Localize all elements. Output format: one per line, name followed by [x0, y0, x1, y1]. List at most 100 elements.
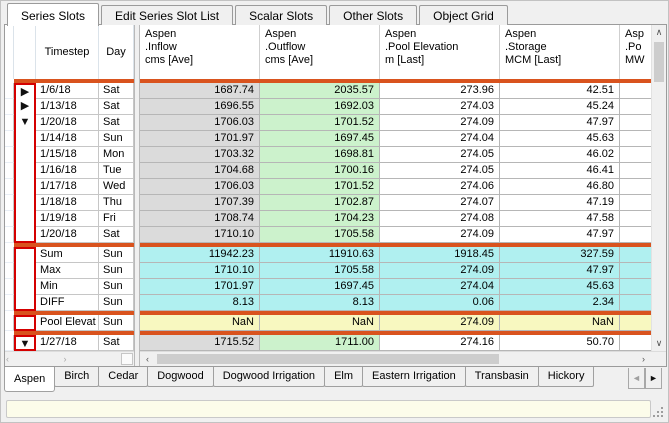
cell-value[interactable]: 45.24	[500, 99, 620, 115]
vertical-scrollbar[interactable]: ∧ ∨	[651, 25, 666, 351]
cell-day[interactable]: Sat	[99, 335, 134, 351]
object-tab-eastern-irrigation[interactable]: Eastern Irrigation	[362, 367, 466, 387]
cell-value[interactable]: 1697.45	[260, 131, 380, 147]
cell-day[interactable]: Sun	[99, 315, 134, 331]
cell-value[interactable]: 47.97	[500, 115, 620, 131]
cell-value[interactable]: 1702.87	[260, 195, 380, 211]
cell-value[interactable]: 274.09	[380, 315, 500, 331]
cell-value[interactable]: 46.80	[500, 179, 620, 195]
resize-grip-icon[interactable]	[653, 407, 663, 417]
cell-value[interactable]: 0.06	[380, 295, 500, 311]
cell-value[interactable]: 274.16	[380, 335, 500, 351]
cell-day[interactable]: Sat	[99, 227, 134, 243]
scroll-left-icon[interactable]: ‹	[140, 352, 155, 366]
cell-value[interactable]: 1711.00	[260, 335, 380, 351]
cell-day[interactable]: Sat	[99, 99, 134, 115]
object-tab-cedar[interactable]: Cedar	[98, 367, 148, 387]
cell-value[interactable]: 274.08	[380, 211, 500, 227]
cell-value[interactable]: 47.97	[500, 227, 620, 243]
vscroll-thumb[interactable]	[654, 42, 664, 82]
cell-value[interactable]: 50.70	[500, 335, 620, 351]
cell-value[interactable]: NaN	[260, 315, 380, 331]
cell-value[interactable]: 1704.23	[260, 211, 380, 227]
cell-value[interactable]: 274.06	[380, 179, 500, 195]
cell-value[interactable]: 274.09	[380, 263, 500, 279]
cell-day[interactable]: Thu	[99, 195, 134, 211]
cell-timestep[interactable]: Sum	[36, 247, 99, 263]
cell-value[interactable]: 1701.52	[260, 179, 380, 195]
cell-value[interactable]: 274.03	[380, 99, 500, 115]
tab-scalar-slots[interactable]: Scalar Slots	[235, 5, 327, 25]
cell-value[interactable]: 47.19	[500, 195, 620, 211]
column-header[interactable]: Aspen .Storage MCM [Last]	[500, 25, 620, 79]
cell-value[interactable]: 11942.23	[140, 247, 260, 263]
cell-value[interactable]: 1701.97	[140, 279, 260, 295]
scroll-right-icon[interactable]: ›	[64, 352, 67, 367]
row-expander-icon[interactable]: ▼	[14, 335, 36, 351]
cell-value[interactable]: 1703.32	[140, 147, 260, 163]
tab-object-grid[interactable]: Object Grid	[419, 5, 508, 25]
cell-value[interactable]: 1715.52	[140, 335, 260, 351]
cell-value[interactable]: 1705.58	[260, 227, 380, 243]
object-tab-transbasin[interactable]: Transbasin	[465, 367, 539, 387]
cell-timestep[interactable]: 1/13/18	[36, 99, 99, 115]
cell-timestep[interactable]: 1/15/18	[36, 147, 99, 163]
cell-value[interactable]: 1701.52	[260, 115, 380, 131]
cell-value[interactable]: 2035.57	[260, 83, 380, 99]
cell-value[interactable]: 1707.39	[140, 195, 260, 211]
hscroll-thumb[interactable]	[157, 354, 499, 364]
cell-value[interactable]: 1710.10	[140, 263, 260, 279]
cell-value[interactable]: 274.04	[380, 279, 500, 295]
column-header[interactable]: Aspen .Pool Elevation m [Last]	[380, 25, 500, 79]
cell-value[interactable]: 47.58	[500, 211, 620, 227]
cell-timestep[interactable]: 1/19/18	[36, 211, 99, 227]
cell-value[interactable]: 274.09	[380, 115, 500, 131]
cell-value[interactable]: 42.51	[500, 83, 620, 99]
tab-other-slots[interactable]: Other Slots	[329, 5, 417, 25]
cell-value[interactable]: 45.63	[500, 131, 620, 147]
cell-value[interactable]: 1692.03	[260, 99, 380, 115]
column-header[interactable]: Aspen .Outflow cms [Ave]	[260, 25, 380, 79]
cell-day[interactable]: Sun	[99, 295, 134, 311]
cell-value[interactable]: 1696.55	[140, 99, 260, 115]
object-tab-dogwood-irrigation[interactable]: Dogwood Irrigation	[213, 367, 325, 387]
cell-timestep[interactable]: DIFF	[36, 295, 99, 311]
cell-value[interactable]: 46.41	[500, 163, 620, 179]
cell-day[interactable]: Sun	[99, 263, 134, 279]
cell-value[interactable]: 1706.03	[140, 179, 260, 195]
cell-value[interactable]: 11910.63	[260, 247, 380, 263]
cell-value[interactable]: 1698.81	[260, 147, 380, 163]
cell-timestep[interactable]: Pool Elevat	[36, 315, 99, 331]
row-expander-icon[interactable]: ▶	[14, 83, 36, 99]
row-expander-icon[interactable]: ▼	[14, 115, 36, 131]
message-bar[interactable]	[6, 400, 651, 418]
object-tab-aspen[interactable]: Aspen	[4, 367, 55, 392]
column-header[interactable]: Aspen .Inflow cms [Ave]	[140, 25, 260, 79]
cell-timestep[interactable]: 1/20/18	[36, 115, 99, 131]
scroll-up-icon[interactable]: ∧	[652, 25, 666, 40]
object-tab-elm[interactable]: Elm	[324, 367, 363, 387]
tab-series-slots[interactable]: Series Slots	[7, 3, 99, 26]
cell-value[interactable]: 8.13	[260, 295, 380, 311]
cell-value[interactable]: 274.05	[380, 163, 500, 179]
cell-value[interactable]: 1687.74	[140, 83, 260, 99]
cell-timestep[interactable]: 1/18/18	[36, 195, 99, 211]
cell-value[interactable]: NaN	[500, 315, 620, 331]
cell-value[interactable]: 8.13	[140, 295, 260, 311]
cell-value[interactable]: 1704.68	[140, 163, 260, 179]
tab-edit-series-slot-list[interactable]: Edit Series Slot List	[101, 5, 233, 25]
cell-value[interactable]: 2.34	[500, 295, 620, 311]
cell-value[interactable]: 1705.58	[260, 263, 380, 279]
object-tab-birch[interactable]: Birch	[54, 367, 99, 387]
cell-value[interactable]: 1710.10	[140, 227, 260, 243]
cell-value[interactable]: 1701.97	[140, 131, 260, 147]
column-header[interactable]: Asp .Po MW	[620, 25, 651, 79]
cell-timestep[interactable]: 1/16/18	[36, 163, 99, 179]
row-expander-icon[interactable]: ▶	[14, 99, 36, 115]
cell-day[interactable]: Fri	[99, 211, 134, 227]
cell-timestep[interactable]: 1/20/18	[36, 227, 99, 243]
cell-timestep[interactable]: Max	[36, 263, 99, 279]
tab-scroll-right-icon[interactable]: ►	[645, 368, 662, 389]
cell-day[interactable]: Sat	[99, 83, 134, 99]
cell-day[interactable]: Wed	[99, 179, 134, 195]
